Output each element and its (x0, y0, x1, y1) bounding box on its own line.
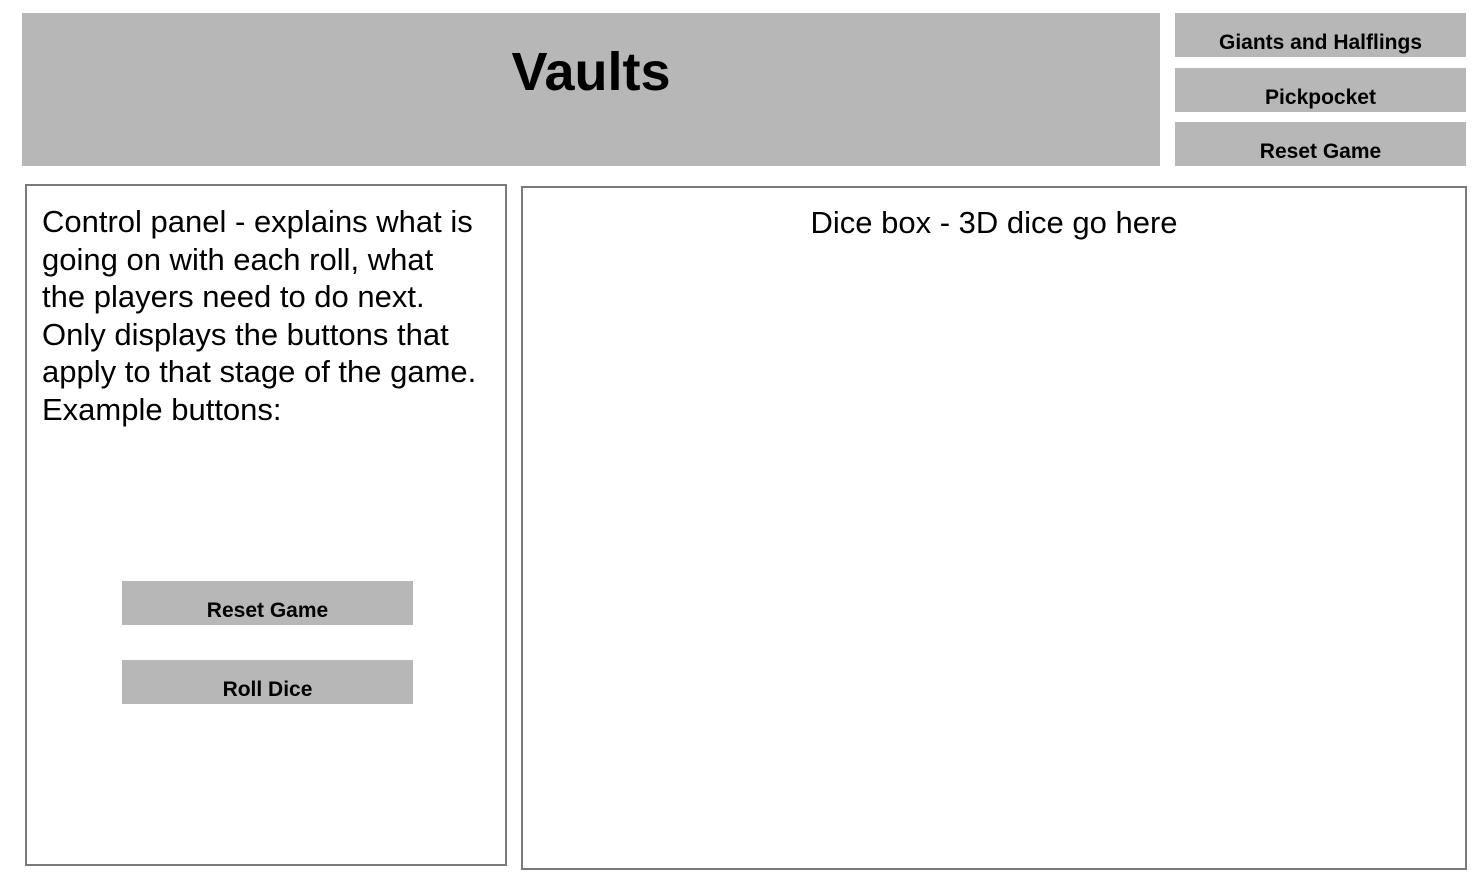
roll-dice-label: Roll Dice (222, 678, 313, 701)
dice-box[interactable]: Dice box - 3D dice go here (521, 186, 1467, 870)
reset-game-button[interactable]: Reset Game (122, 581, 413, 625)
dice-box-placeholder: Dice box - 3D dice go here (810, 205, 1178, 240)
pickpocket-button[interactable]: Pickpocket (1175, 68, 1466, 112)
giants-and-halflings-button[interactable]: Giants and Halflings (1175, 13, 1466, 57)
reset-game-label: Reset Game (206, 599, 329, 622)
roll-dice-button[interactable]: Roll Dice (122, 660, 413, 704)
giants-and-halflings-label: Giants and Halflings (1218, 31, 1423, 54)
page-title: Vaults (511, 42, 671, 102)
pickpocket-label: Pickpocket (1265, 86, 1376, 109)
control-panel: Control panel - explains what is going o… (25, 184, 507, 866)
reset-game-nav-label: Reset Game (1259, 140, 1382, 163)
control-panel-description: Control panel - explains what is going o… (42, 204, 477, 427)
reset-game-nav-button[interactable]: Reset Game (1175, 122, 1466, 166)
title-bar: Vaults (22, 13, 1160, 166)
